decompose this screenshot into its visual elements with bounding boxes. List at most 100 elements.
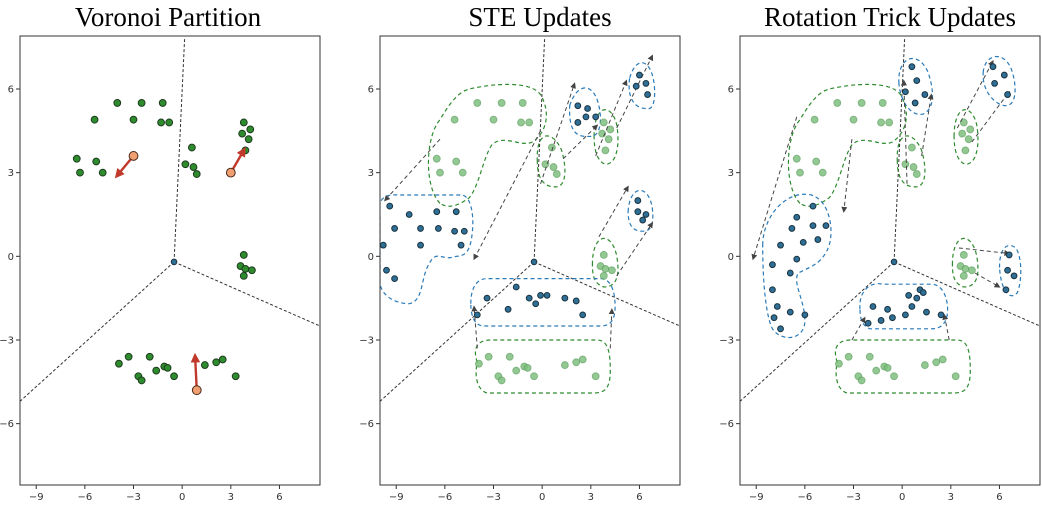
updated-point	[788, 225, 796, 232]
data-point	[218, 355, 227, 364]
panel-title: Rotation Trick Updates	[764, 2, 1016, 32]
data-point	[129, 115, 138, 124]
updated-point	[908, 303, 916, 310]
data-point	[192, 170, 201, 178]
update-arrow	[595, 79, 628, 157]
x-tick-label: 6	[636, 492, 642, 503]
data-point	[938, 355, 947, 364]
data-point	[115, 359, 123, 368]
updated-point	[632, 82, 640, 90]
update-arrow	[974, 272, 1001, 288]
data-point	[560, 361, 569, 369]
data-point	[170, 372, 178, 381]
updated-point	[1004, 91, 1011, 98]
cluster-region-outline	[787, 83, 907, 207]
panel-title: Voronoi Partition	[75, 2, 262, 32]
data-point	[951, 372, 960, 381]
updated-point	[391, 275, 398, 283]
update-arrow	[751, 116, 798, 261]
x-tick-label: −3	[126, 492, 141, 503]
data-point	[818, 168, 827, 177]
data-point	[796, 168, 804, 177]
data-point	[473, 99, 482, 107]
data-point	[578, 355, 587, 364]
updated-point	[1005, 251, 1013, 259]
y-tick-label: −3	[0, 335, 14, 346]
data-point	[525, 118, 534, 127]
update-arrow	[900, 79, 908, 184]
updated-point	[773, 303, 781, 310]
updated-point	[869, 303, 877, 310]
data-point	[967, 266, 976, 275]
updated-point	[889, 314, 896, 322]
updated-point	[913, 294, 921, 302]
updated-point	[1010, 272, 1018, 280]
y-tick-label: 0	[368, 252, 374, 263]
y-tick-label: 0	[8, 252, 14, 263]
codeword-point	[191, 385, 202, 396]
update-arrow	[956, 60, 994, 129]
updated-point	[512, 283, 520, 291]
data-point	[883, 363, 892, 372]
updated-point	[801, 311, 809, 319]
updated-point	[504, 305, 512, 313]
updated-point	[809, 202, 817, 210]
data-point	[497, 376, 506, 385]
data-point	[920, 361, 929, 369]
y-tick-label: 6	[728, 84, 734, 95]
x-tick-label: 6	[276, 492, 282, 503]
data-point	[912, 170, 921, 178]
data-point	[200, 361, 209, 369]
plot-area	[20, 38, 320, 402]
data-point	[231, 372, 240, 381]
x-tick-label: 0	[899, 492, 905, 503]
data-point	[607, 266, 616, 275]
data-point	[932, 358, 941, 367]
data-point	[601, 146, 610, 155]
updated-point	[919, 289, 927, 296]
voronoi-boundary	[173, 38, 186, 262]
data-point	[165, 118, 174, 127]
updated-point	[434, 225, 442, 232]
data-point	[187, 143, 196, 152]
voronoi-boundary	[893, 38, 906, 262]
data-point	[530, 372, 538, 381]
data-point	[901, 160, 910, 169]
data-point	[152, 366, 161, 375]
y-tick-label: 3	[8, 168, 14, 179]
codeword-arrow	[190, 352, 201, 391]
codebook-region-outline	[569, 87, 601, 138]
data-point	[137, 376, 146, 385]
voronoi-boundary	[173, 261, 320, 327]
codeword-point	[128, 151, 139, 161]
axes-frame	[379, 35, 681, 486]
x-tick-label: −3	[846, 492, 861, 503]
updated-point	[639, 216, 647, 224]
data-point	[552, 170, 561, 178]
updated-point	[405, 211, 413, 218]
cluster-region-outline	[536, 135, 566, 188]
data-point	[857, 99, 866, 107]
data-point	[890, 372, 898, 381]
updated-point	[921, 91, 929, 98]
data-point	[92, 157, 101, 166]
updated-point	[525, 294, 533, 302]
update-arrow	[942, 313, 950, 341]
data-point	[239, 118, 248, 127]
cluster-region-outline	[591, 237, 619, 288]
data-point	[246, 125, 255, 134]
updated-point	[770, 314, 778, 322]
updated-point	[537, 291, 544, 299]
updated-point	[913, 77, 921, 85]
data-point	[157, 118, 165, 127]
updated-point	[457, 241, 465, 249]
data-point	[959, 271, 968, 280]
update-arrow	[921, 93, 934, 156]
voronoi-center-point	[530, 258, 538, 266]
codebook-region-outline	[470, 278, 616, 327]
codebook-region-outline	[628, 62, 656, 110]
voronoi-center-point	[170, 258, 178, 266]
plot-area	[380, 38, 680, 402]
updated-point	[642, 211, 650, 218]
updated-point	[451, 227, 458, 235]
